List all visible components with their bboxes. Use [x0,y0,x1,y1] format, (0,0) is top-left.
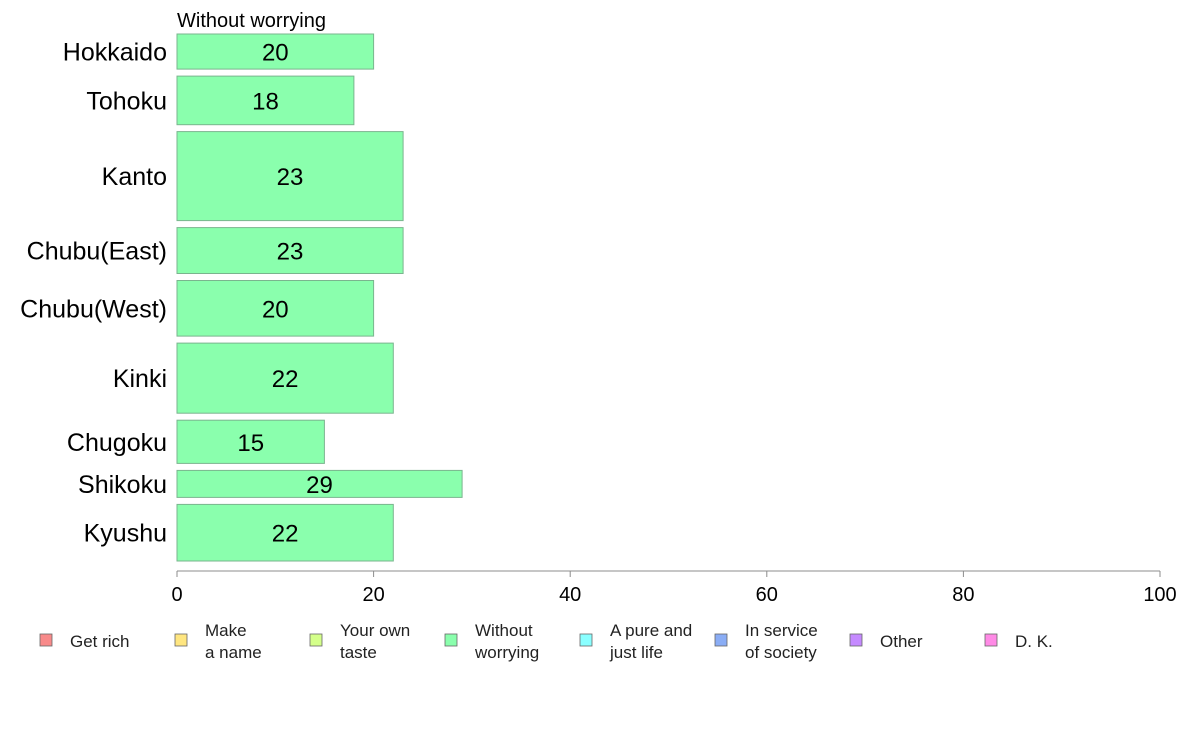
bar-kinki [176,342,394,414]
bar-label-hokkaido: 20 [262,40,289,67]
legend-swatch-make-a-name [174,633,188,647]
legend-label-make-a-name: Make a name [205,621,262,662]
legend-label-a-pure-and-just-life: A pure and just life [609,621,692,662]
category-label-kanto: Kanto [102,163,167,191]
bar-kyushu [176,503,394,562]
legend-label-without-worrying: Without worrying [474,621,539,662]
category-label-kinki: Kinki [113,365,167,393]
legend-swatch-in-service-of-society [714,633,728,647]
bar-label-kyushu: 22 [272,521,299,548]
bar-label-kinki: 22 [272,366,299,393]
legend-label-in-service-of-society: In service of society [745,621,818,662]
legend: Get rich Make a name Your own taste Without wo… [39,621,1053,662]
x-tick-label-40: 40 [559,584,581,606]
bar-label-shikoku: 29 [306,472,333,499]
category-label-chubu-west: Chubu(West) [20,295,167,323]
category-label-shikoku: Shikoku [78,471,167,499]
bar-chugoku [176,419,325,464]
bar-tohoku [176,75,355,126]
bar-label-kanto: 23 [277,164,304,191]
category-label-chugoku: Chugoku [67,429,167,457]
bar-label-chugoku: 15 [237,430,264,457]
x-tick-label-0: 0 [171,584,182,606]
legend-swatch-your-own-taste [309,633,323,647]
legend-swatch-without-worrying [444,633,458,647]
bar-chubu-west [176,280,375,337]
x-tick-label-60: 60 [756,584,778,606]
x-tick-label-100: 100 [1143,584,1176,606]
legend-label-your-own-taste: Your own taste [340,621,410,662]
chart-title: Without worrying [177,10,326,32]
legend-swatch-a-pure-and-just-life [579,633,593,647]
category-labels: Hokkaido Tohoku Kanto Chubu(East) Chubu(West… [20,39,167,548]
category-label-tohoku: Tohoku [86,87,167,115]
legend-swatch-get-rich [39,633,53,647]
legend-label-get-rich: Get rich [70,632,130,651]
x-tick-label-80: 80 [952,584,974,606]
bars: 20 18 23 23 20 22 15 29 22 [176,33,463,562]
legend-swatch-other [849,633,863,647]
bar-shikoku [176,469,463,498]
bar-chubu-east [176,227,404,275]
bar-kanto [176,131,404,222]
category-label-kyushu: Kyushu [84,520,167,548]
legend-label-d-k: D. K. [1015,632,1053,651]
bar-hokkaido [176,33,375,70]
x-axis: 0 20 40 60 80 100 [171,570,1177,606]
bar-label-chubu-west: 20 [262,296,289,323]
legend-swatch-d-k [984,633,998,647]
bar-label-tohoku: 18 [252,88,279,115]
category-label-hokkaido: Hokkaido [63,39,167,67]
x-tick-label-20: 20 [362,584,384,606]
legend-label-other: Other [880,632,923,651]
bar-label-chubu-east: 23 [277,239,304,266]
category-label-chubu-east: Chubu(East) [27,238,167,266]
